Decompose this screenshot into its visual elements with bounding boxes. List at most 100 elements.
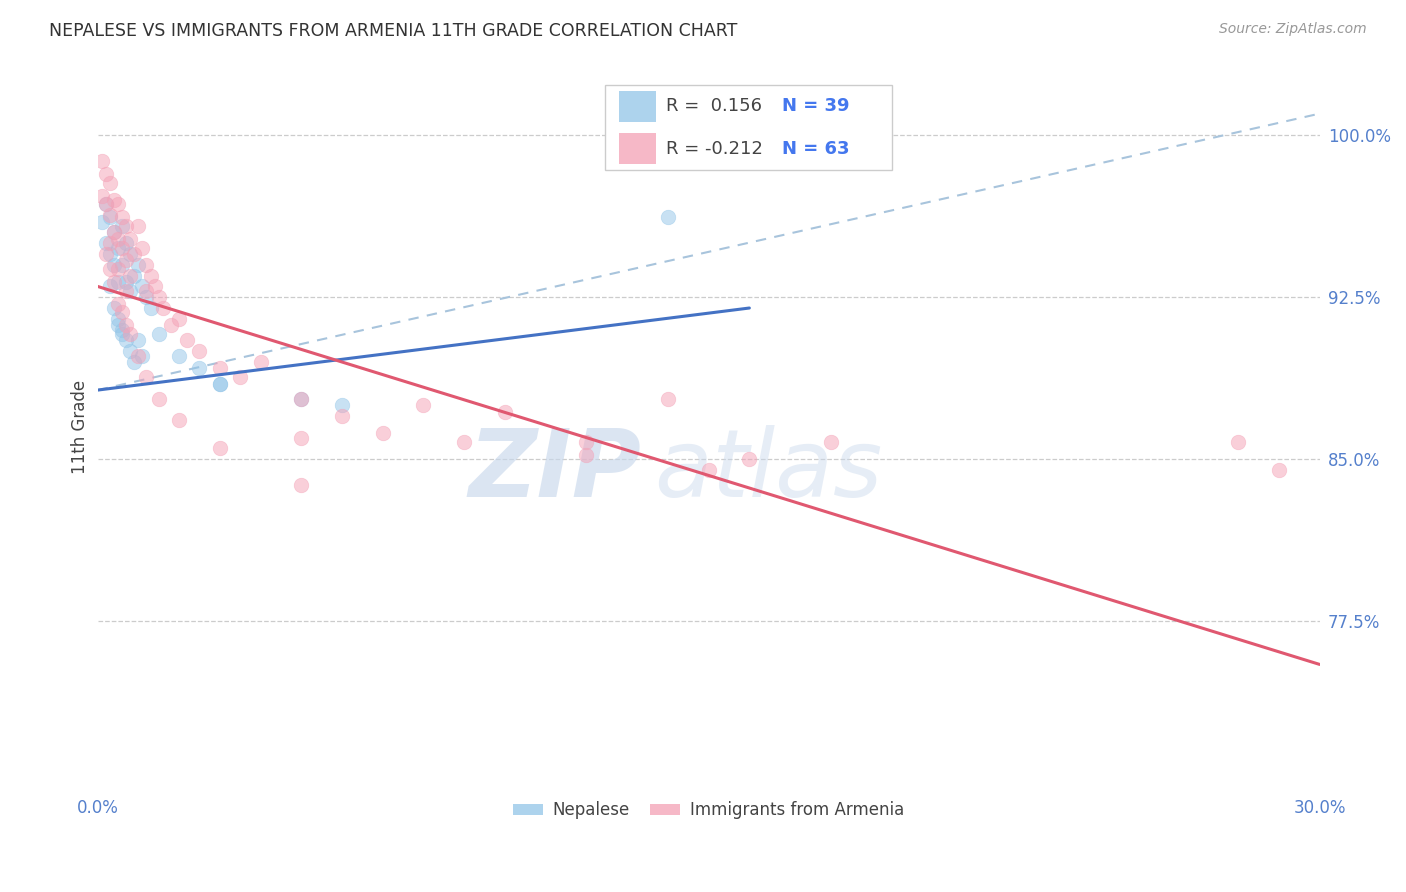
Point [107, 296, 129, 310]
Point [115, 318, 138, 333]
Point [152, 301, 174, 315]
Point [820, 434, 842, 449]
Text: R =  0.156: R = 0.156 [666, 97, 762, 115]
Point [290, 478, 312, 492]
Bar [620, 133, 657, 164]
Point [131, 240, 153, 254]
Point [90, 214, 112, 228]
Point [127, 349, 149, 363]
Point [1268, 463, 1291, 477]
Point [160, 318, 183, 333]
Point [148, 392, 170, 406]
Point [127, 334, 149, 348]
Text: N = 39: N = 39 [782, 97, 849, 115]
Point [188, 344, 211, 359]
Point [290, 431, 312, 445]
Point [127, 219, 149, 233]
Point [111, 240, 134, 254]
Point [98, 236, 121, 251]
Point [120, 247, 142, 261]
Point [120, 344, 142, 359]
Point [98, 279, 121, 293]
Point [107, 197, 129, 211]
Point [131, 349, 153, 363]
Point [103, 226, 125, 240]
Point [94, 197, 117, 211]
Text: ZIP: ZIP [468, 425, 641, 516]
Point [120, 284, 142, 298]
Point [494, 405, 516, 419]
Point [94, 247, 117, 261]
Point [208, 376, 231, 391]
Point [290, 392, 312, 406]
Point [135, 370, 157, 384]
Point [208, 361, 231, 376]
Point [107, 275, 129, 289]
Point [127, 258, 149, 272]
Point [208, 376, 231, 391]
Point [167, 349, 190, 363]
Point [738, 452, 761, 467]
Point [575, 448, 598, 462]
Point [98, 247, 121, 261]
Text: N = 63: N = 63 [782, 140, 849, 158]
Point [290, 392, 312, 406]
Point [94, 167, 117, 181]
Point [575, 434, 598, 449]
Point [103, 226, 125, 240]
Point [167, 311, 190, 326]
Point [115, 253, 138, 268]
Point [371, 426, 394, 441]
Point [103, 258, 125, 272]
Point [148, 290, 170, 304]
Point [122, 355, 145, 369]
Point [229, 370, 252, 384]
Point [90, 154, 112, 169]
Text: NEPALESE VS IMMIGRANTS FROM ARMENIA 11TH GRADE CORRELATION CHART: NEPALESE VS IMMIGRANTS FROM ARMENIA 11TH… [49, 22, 738, 40]
Point [103, 193, 125, 207]
Point [139, 301, 162, 315]
Point [107, 232, 129, 246]
Point [111, 326, 134, 341]
Point [135, 258, 157, 272]
Point [111, 211, 134, 225]
Point [143, 279, 166, 293]
Point [135, 284, 157, 298]
Point [98, 262, 121, 277]
Point [111, 219, 134, 233]
Point [330, 409, 353, 423]
Text: R = -0.212: R = -0.212 [666, 140, 762, 158]
Legend: Nepalese, Immigrants from Armenia: Nepalese, Immigrants from Armenia [506, 795, 911, 826]
Point [115, 334, 138, 348]
Point [139, 268, 162, 283]
Point [107, 318, 129, 333]
Text: Source: ZipAtlas.com: Source: ZipAtlas.com [1219, 22, 1367, 37]
Point [111, 305, 134, 319]
Point [122, 268, 145, 283]
Point [176, 334, 198, 348]
Text: atlas: atlas [654, 425, 882, 516]
Point [115, 236, 138, 251]
Point [107, 262, 129, 277]
Point [94, 197, 117, 211]
Point [103, 275, 125, 289]
Point [131, 279, 153, 293]
Point [115, 275, 138, 289]
Point [94, 236, 117, 251]
Point [249, 355, 271, 369]
Point [188, 361, 211, 376]
Point [107, 240, 129, 254]
Point [148, 326, 170, 341]
Y-axis label: 11th Grade: 11th Grade [72, 380, 89, 474]
Point [115, 219, 138, 233]
Point [120, 232, 142, 246]
Bar [605, 86, 891, 169]
Bar [620, 91, 657, 122]
Point [167, 413, 190, 427]
Point [697, 463, 720, 477]
Point [120, 268, 142, 283]
Point [412, 398, 434, 412]
Point [122, 247, 145, 261]
Point [98, 208, 121, 222]
Point [657, 392, 679, 406]
